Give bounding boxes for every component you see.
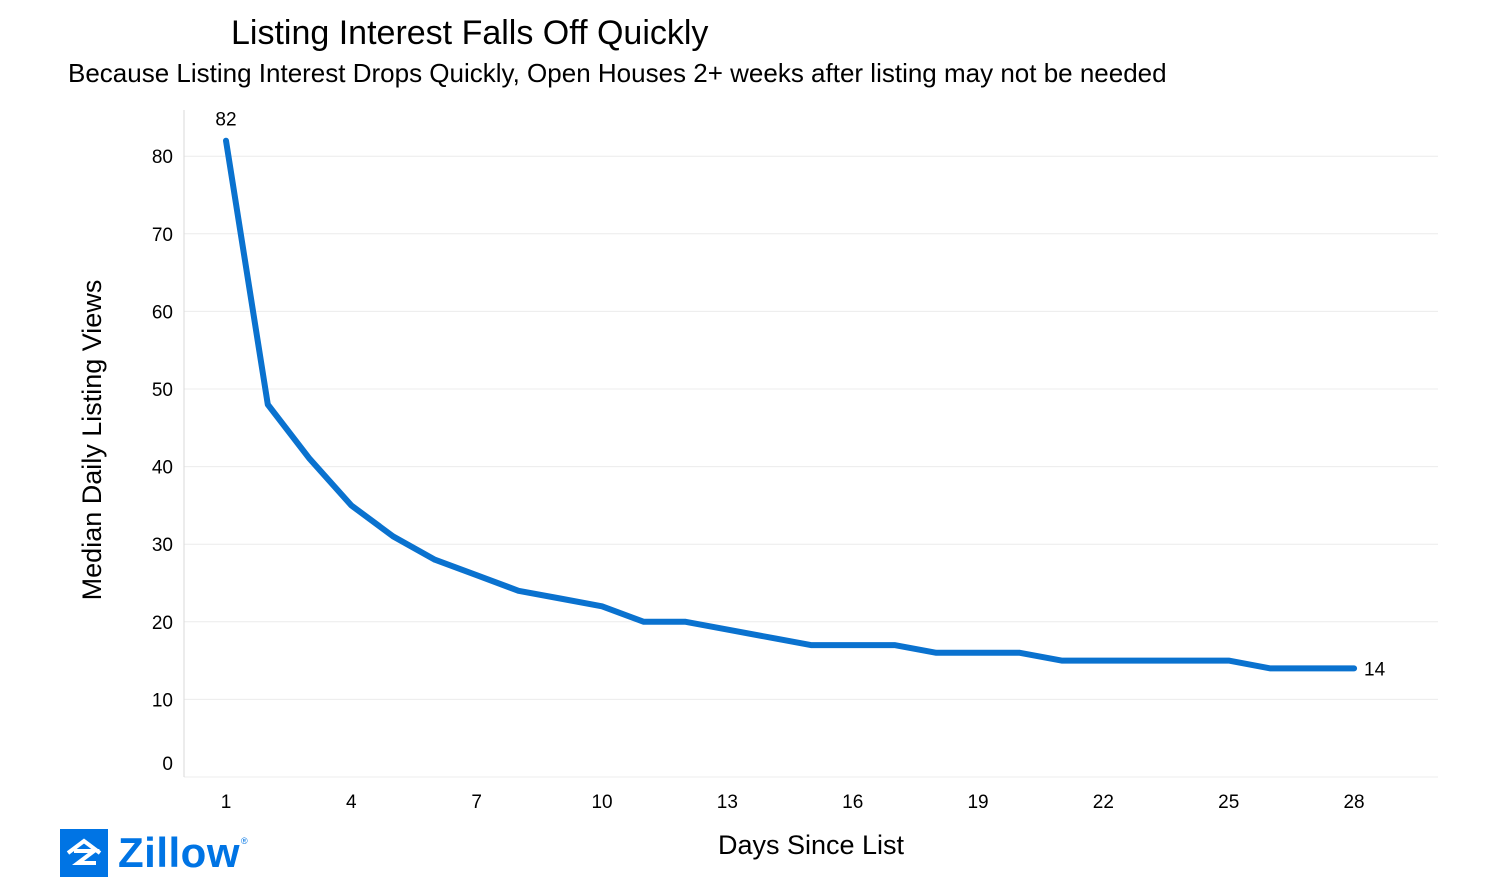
x-tick-label: 16: [842, 792, 863, 813]
x-tick-label: 7: [471, 792, 482, 813]
y-tick-label: 50: [152, 380, 173, 401]
y-tick-label: 20: [152, 613, 173, 634]
x-tick-label: 19: [967, 792, 988, 813]
zillow-wordmark: Zillow: [118, 829, 240, 876]
y-tick-label: 80: [152, 147, 173, 168]
x-tick-label: 13: [717, 792, 738, 813]
zillow-house-icon: [60, 829, 108, 877]
chart-subtitle: Because Listing Interest Drops Quickly, …: [68, 58, 1167, 88]
y-tick-label: 30: [152, 535, 173, 556]
chart-title: Listing Interest Falls Off Quickly: [231, 14, 709, 52]
y-tick-label: 40: [152, 458, 173, 479]
x-axis-label: Days Since List: [718, 830, 905, 860]
x-tick-label: 4: [346, 792, 357, 813]
series-line: [223, 137, 1358, 672]
x-tick-label: 10: [591, 792, 612, 813]
y-tick-label: 0: [162, 754, 173, 775]
x-tick-label: 1: [221, 792, 232, 813]
x-tick-label: 25: [1218, 792, 1239, 813]
data-label-first: 82: [215, 110, 236, 131]
y-tick-label: 60: [152, 302, 173, 323]
zillow-logo: Zillow ®: [60, 828, 248, 878]
data-label-last: 14: [1364, 659, 1386, 680]
x-tick-label: 22: [1093, 792, 1114, 813]
y-axis-label: Median Daily Listing Views: [77, 280, 107, 601]
y-tick-label: 10: [152, 690, 173, 711]
x-tick-label: 28: [1343, 792, 1364, 813]
registered-mark: ®: [241, 836, 248, 846]
y-tick-label: 70: [152, 225, 173, 246]
